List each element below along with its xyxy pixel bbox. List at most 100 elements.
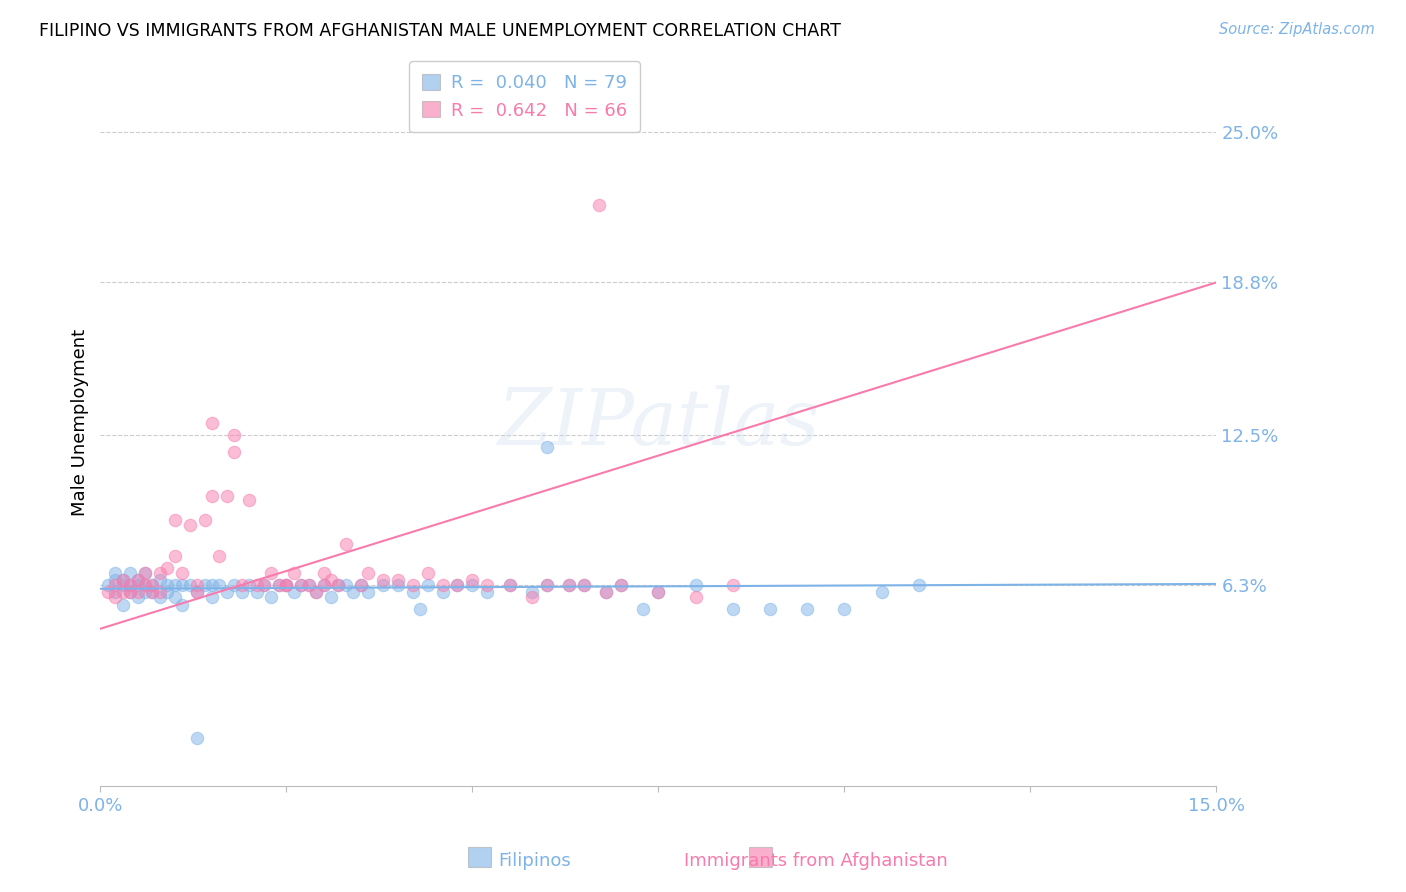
Point (477, 585, 499, 599)
Point (267, 578, 290, 592)
Point (172, 598, 194, 612)
Text: Filipinos: Filipinos (498, 852, 571, 870)
Point (193, 578, 215, 592)
Point (156, 561, 179, 575)
Point (111, 578, 134, 592)
Point (104, 585, 127, 599)
Point (141, 585, 163, 599)
Point (350, 578, 373, 592)
Point (536, 440, 558, 454)
Point (610, 578, 633, 592)
Point (163, 549, 186, 563)
Point (156, 578, 179, 592)
Point (477, 578, 499, 592)
Point (298, 578, 321, 592)
Point (432, 578, 454, 592)
Point (141, 578, 163, 592)
Point (416, 566, 439, 580)
Point (127, 585, 149, 599)
Point (572, 578, 595, 592)
Point (104, 591, 127, 605)
Y-axis label: Male Unemployment: Male Unemployment (72, 329, 89, 516)
Point (120, 585, 142, 599)
Point (907, 578, 929, 592)
Point (387, 574, 409, 588)
Point (253, 578, 276, 592)
Point (134, 578, 156, 592)
Point (231, 578, 253, 592)
Point (558, 578, 581, 592)
Point (834, 602, 856, 616)
Point (312, 566, 335, 580)
Point (238, 493, 260, 508)
Point (350, 578, 373, 592)
Point (215, 489, 238, 503)
Text: ZIPatlas: ZIPatlas (498, 384, 820, 461)
Point (446, 578, 468, 592)
Point (201, 591, 224, 605)
Point (111, 574, 134, 588)
Point (149, 566, 172, 580)
Point (461, 578, 484, 592)
Point (127, 574, 149, 588)
Point (588, 198, 610, 212)
Point (120, 585, 142, 599)
Point (312, 578, 335, 592)
Point (120, 566, 142, 580)
Point (432, 585, 454, 599)
Point (685, 578, 707, 592)
Point (335, 578, 357, 592)
Point (134, 578, 156, 592)
Point (111, 585, 134, 599)
Point (186, 585, 208, 599)
Point (298, 578, 321, 592)
Point (149, 585, 172, 599)
Point (141, 578, 163, 592)
Point (134, 566, 156, 580)
Point (97, 585, 120, 599)
Point (260, 591, 283, 605)
Point (312, 578, 335, 592)
Legend: R =  0.040   N = 79, R =  0.642   N = 66: R = 0.040 N = 79, R = 0.642 N = 66 (409, 62, 640, 132)
Point (231, 585, 253, 599)
Point (127, 591, 149, 605)
Point (387, 578, 409, 592)
Text: Immigrants from Afghanistan: Immigrants from Afghanistan (683, 852, 948, 870)
Point (290, 578, 312, 592)
Point (283, 566, 305, 580)
Point (335, 537, 357, 551)
Text: FILIPINO VS IMMIGRANTS FROM AFGHANISTAN MALE UNEMPLOYMENT CORRELATION CHART: FILIPINO VS IMMIGRANTS FROM AFGHANISTAN … (39, 22, 841, 40)
Point (536, 578, 558, 592)
Point (253, 578, 276, 592)
Point (163, 578, 186, 592)
Point (156, 585, 179, 599)
Point (111, 598, 134, 612)
Point (721, 578, 744, 592)
Point (446, 578, 468, 592)
Point (371, 574, 394, 588)
Point (179, 517, 201, 532)
Point (276, 578, 298, 592)
Point (402, 578, 425, 592)
Point (163, 513, 186, 527)
Point (163, 591, 186, 605)
Point (498, 578, 520, 592)
Point (461, 574, 484, 588)
Point (134, 566, 156, 580)
Point (179, 578, 201, 592)
Point (558, 578, 581, 592)
Point (127, 578, 149, 592)
Point (283, 585, 305, 599)
Point (796, 602, 818, 616)
Point (97, 578, 120, 592)
Point (328, 578, 350, 592)
Point (520, 591, 543, 605)
Point (685, 591, 707, 605)
Point (201, 489, 224, 503)
Point (595, 585, 617, 599)
Point (371, 578, 394, 592)
Point (357, 566, 380, 580)
Point (149, 591, 172, 605)
Point (201, 416, 224, 430)
Point (246, 585, 269, 599)
